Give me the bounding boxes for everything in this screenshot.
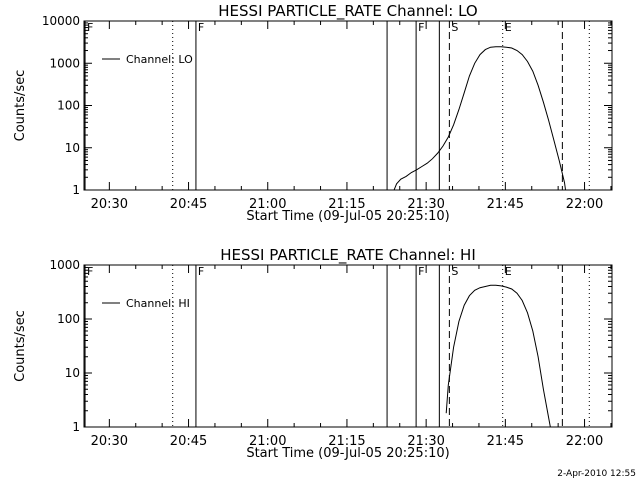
x-tick-label: 21:00 xyxy=(249,197,286,212)
x-tick-label: 20:30 xyxy=(91,197,128,212)
x-tick-label: 21:30 xyxy=(407,434,444,449)
chart-title: HESSI PARTICLE_RATE Channel: LO xyxy=(218,2,477,21)
plot-frame xyxy=(83,20,613,191)
y-tick-label: 1 xyxy=(72,183,80,197)
x-tick-label: 21:00 xyxy=(249,434,286,449)
event-marker-label: E xyxy=(505,265,512,278)
y-axis-label: Counts/sec xyxy=(13,70,28,142)
event-marker-label: F xyxy=(87,21,93,34)
legend-label: Channel: HI xyxy=(126,297,190,310)
y-tick-label: 10 xyxy=(65,141,80,155)
footer-timestamp: 2-Apr-2010 12:55 xyxy=(557,469,636,479)
x-axis-label: Start Time (09-Jul-05 20:25:10) xyxy=(246,209,449,224)
y-tick-label: 1 xyxy=(72,420,80,434)
y-axis-label: Counts/sec xyxy=(13,310,28,382)
y-tick-label: 1000 xyxy=(49,56,80,70)
plot-frame xyxy=(83,264,613,428)
series-line-0 xyxy=(393,46,567,190)
event-marker-label: E xyxy=(505,21,512,34)
x-tick-label: 21:45 xyxy=(487,197,524,212)
event-marker-label: F xyxy=(198,21,204,34)
event-marker-label: F xyxy=(198,265,204,278)
x-tick-label: 21:15 xyxy=(328,434,365,449)
chart-title: HESSI PARTICLE_RATE Channel: HI xyxy=(220,246,476,265)
event-marker-label: F xyxy=(87,265,93,278)
chart-panel-0: HESSI PARTICLE_RATE Channel: LO 20:30 20:4… xyxy=(13,2,613,224)
x-tick-label: 21:45 xyxy=(487,434,524,449)
x-tick-label: 20:45 xyxy=(170,434,207,449)
x-tick-label: 21:15 xyxy=(328,197,365,212)
legend-label: Channel: LO xyxy=(126,53,193,66)
y-tick-label: 10 xyxy=(65,366,80,380)
y-tick-label: 1000 xyxy=(49,258,80,272)
event-marker-label: F xyxy=(418,265,424,278)
x-tick-label: 20:45 xyxy=(170,197,207,212)
chart-panel-1: HESSI PARTICLE_RATE Channel: HI 20:30 20:4… xyxy=(13,246,613,461)
x-tick-label: 21:30 xyxy=(407,197,444,212)
y-tick-label: 100 xyxy=(57,99,80,113)
y-tick-label: 100 xyxy=(57,312,80,326)
series-line-0 xyxy=(445,284,551,427)
y-tick-label: 10000 xyxy=(42,14,80,28)
x-axis-label: Start Time (09-Jul-05 20:25:10) xyxy=(246,446,449,461)
x-tick-label: 22:00 xyxy=(566,197,603,212)
event-marker-label: S xyxy=(451,21,458,34)
event-marker-label: F xyxy=(418,21,424,34)
x-tick-label: 22:00 xyxy=(566,434,603,449)
event-marker-label: S xyxy=(451,265,458,278)
x-tick-label: 20:30 xyxy=(91,434,128,449)
